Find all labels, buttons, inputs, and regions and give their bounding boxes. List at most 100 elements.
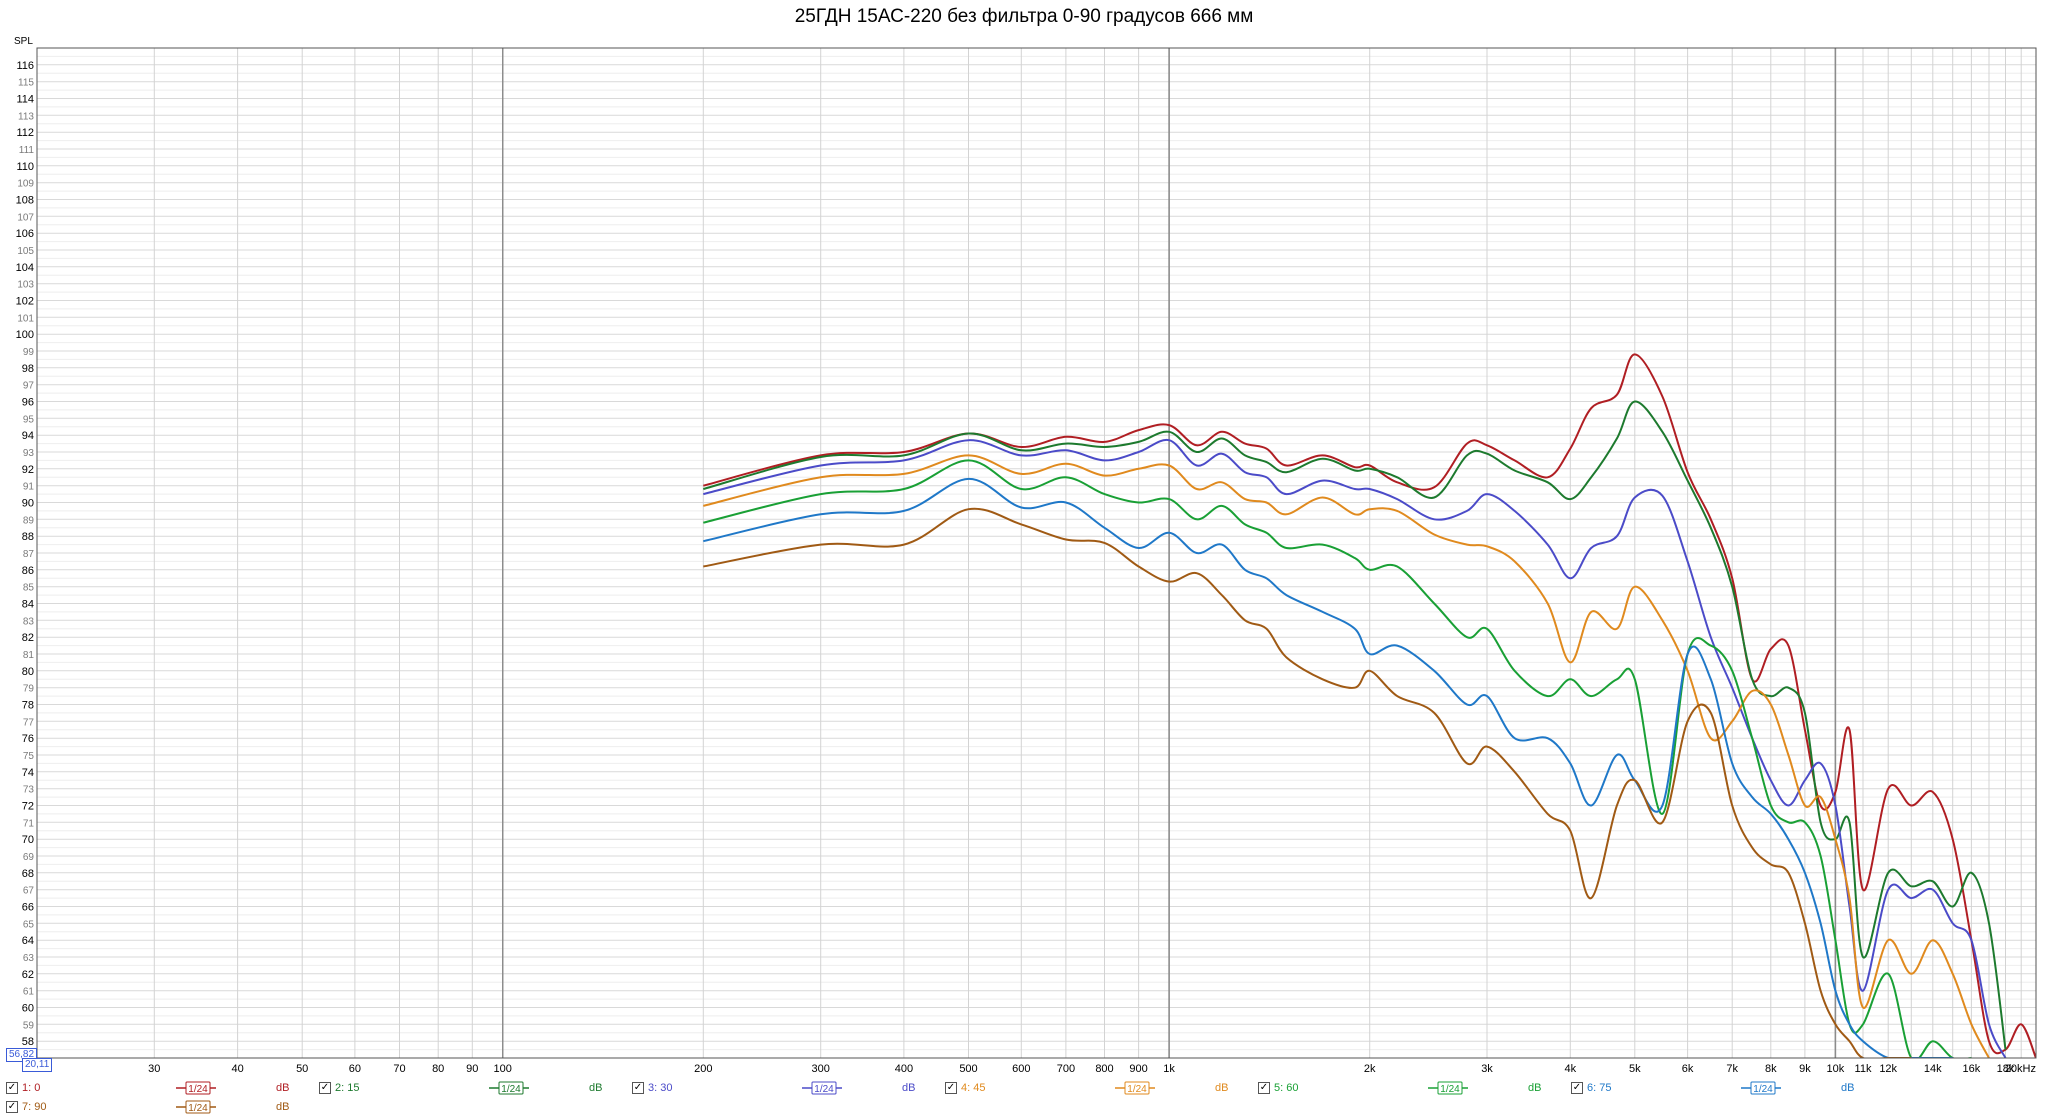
- y-tick-label: 80: [22, 666, 34, 678]
- x-tick-label: 300: [812, 1063, 830, 1075]
- y-tick-label: 83: [23, 616, 35, 627]
- y-tick-label: 63: [23, 953, 35, 964]
- x-tick-label: 1k: [1163, 1063, 1175, 1075]
- legend-label-6: 6: 75: [1587, 1082, 1612, 1094]
- y-tick-label: 90: [22, 498, 34, 510]
- legend-item-5[interactable]: ✓ 5: 60: [1258, 1080, 1298, 1096]
- legend-unit-6: dB: [1841, 1082, 1855, 1094]
- y-tick-label: 98: [22, 363, 34, 375]
- y-tick-label: 92: [22, 464, 34, 476]
- y-tick-label: 68: [22, 868, 34, 880]
- legend-checkbox-5[interactable]: ✓: [1258, 1082, 1270, 1094]
- svg-text:1/24: 1/24: [188, 1103, 208, 1114]
- y-tick-label: 102: [16, 296, 34, 308]
- y-axis-label: SPL: [14, 36, 33, 47]
- x-tick-label: 40: [231, 1063, 243, 1075]
- y-tick-label: 86: [22, 565, 34, 577]
- y-tick-label: 60: [22, 1003, 34, 1015]
- y-tick-label: 71: [23, 818, 35, 829]
- x-tick-label: 12k: [1879, 1063, 1897, 1075]
- legend-label-3: 3: 30: [648, 1082, 673, 1094]
- y-tick-label: 101: [17, 313, 34, 324]
- svg-text:1/24: 1/24: [1440, 1084, 1460, 1095]
- y-tick-label: 114: [16, 94, 34, 106]
- y-tick-label: 106: [16, 228, 34, 240]
- series-line-5: [703, 459, 1972, 1058]
- svg-text:1/24: 1/24: [501, 1084, 521, 1095]
- y-tick-label: 115: [18, 78, 34, 89]
- x-tick-label: 50: [296, 1063, 308, 1075]
- y-tick-label: 69: [23, 852, 35, 863]
- x-tick-label: 400: [895, 1063, 913, 1075]
- smoothing-button-6[interactable]: 1/24: [1741, 1081, 1781, 1095]
- x-tick-label: 200: [694, 1063, 712, 1075]
- y-tick-label: 105: [17, 246, 34, 257]
- y-tick-label: 100: [16, 329, 34, 341]
- y-tick-label: 75: [23, 751, 35, 762]
- series-line-6: [703, 477, 1953, 1058]
- svg-text:1/24: 1/24: [188, 1084, 208, 1095]
- x-tick-label: 5k: [1629, 1063, 1641, 1075]
- y-tick-label: 109: [17, 179, 34, 190]
- x-tick-label: 90: [466, 1063, 478, 1075]
- y-tick-label: 65: [23, 919, 35, 930]
- smoothing-button-1[interactable]: 1/24: [176, 1081, 216, 1095]
- smoothing-button-5[interactable]: 1/24: [1428, 1081, 1468, 1095]
- y-tick-label: 62: [22, 969, 34, 981]
- legend-item-4[interactable]: ✓ 4: 45: [945, 1080, 985, 1096]
- curves: [703, 353, 2036, 1058]
- smoothing-button-7[interactable]: 1/24: [176, 1100, 216, 1114]
- y-tick-label: 97: [23, 381, 35, 392]
- series-line-4: [703, 454, 1990, 1058]
- y-tick-label: 103: [17, 280, 34, 291]
- y-tick-label: 78: [22, 700, 34, 712]
- x-axis-ticks: 30 40 50 60 70 80 90 100 200 300 400 500 600 700 800 90…: [148, 1063, 2036, 1075]
- y-tick-label: 104: [16, 262, 34, 274]
- legend-item-6[interactable]: ✓ 6: 75: [1571, 1080, 1611, 1096]
- legend-item-3[interactable]: ✓ 3: 30: [632, 1080, 672, 1096]
- x-tick-label: 18k: [1997, 1063, 2015, 1075]
- y-tick-label: 111: [19, 145, 35, 156]
- legend-checkbox-3[interactable]: ✓: [632, 1082, 644, 1094]
- x-tick-label: 8k: [1765, 1063, 1777, 1075]
- x-tick-label: 900: [1129, 1063, 1147, 1075]
- x-tick-label: 80: [432, 1063, 444, 1075]
- legend-checkbox-7[interactable]: ✓: [6, 1101, 18, 1113]
- legend-checkbox-2[interactable]: ✓: [319, 1082, 331, 1094]
- legend-label-7: 7: 90: [22, 1101, 47, 1113]
- series-line-7: [703, 507, 1912, 1058]
- legend-label-1: 1: 0: [22, 1082, 41, 1094]
- x-tick-label: 6k: [1682, 1063, 1694, 1075]
- legend-checkbox-6[interactable]: ✓: [1571, 1082, 1583, 1094]
- series-line-3: [703, 438, 2007, 1058]
- y-tick-label: 61: [23, 987, 35, 998]
- smoothing-button-3[interactable]: 1/24: [802, 1081, 842, 1095]
- x-tick-label: 4k: [1564, 1063, 1576, 1075]
- smoothing-button-2[interactable]: 1/24: [489, 1081, 529, 1095]
- svg-text:1/24: 1/24: [814, 1084, 834, 1095]
- legend-unit-4: dB: [1215, 1082, 1229, 1094]
- chart-title: 25ГДН 15АС-220 без фильтра 0-90 градусов…: [794, 6, 1254, 27]
- y-tick-label: 74: [22, 767, 34, 779]
- x-tick-label: 11k: [1855, 1063, 1872, 1075]
- x-tick-label: 3k: [1481, 1063, 1493, 1075]
- grid: [36, 47, 2037, 1059]
- y-tick-label: 58: [22, 1036, 34, 1048]
- x-tick-label: 100: [494, 1063, 512, 1075]
- legend-checkbox-1[interactable]: ✓: [6, 1082, 18, 1094]
- legend-label-4: 4: 45: [961, 1082, 986, 1094]
- smoothing-button-4[interactable]: 1/24: [1115, 1081, 1155, 1095]
- y-tick-label: 59: [23, 1020, 35, 1031]
- legend-item-2[interactable]: ✓ 2: 15: [319, 1080, 359, 1096]
- y-tick-label: 76: [22, 733, 34, 745]
- y-tick-label: 87: [23, 549, 35, 560]
- legend-unit-5: dB: [1528, 1082, 1542, 1094]
- legend-checkbox-4[interactable]: ✓: [945, 1082, 957, 1094]
- y-tick-label: 82: [22, 632, 34, 644]
- frequency-response-chart[interactable]: 58 59 60 61 62 63 64 65 66 67 68 69 70 71 72 73 74 75 76 77…: [0, 0, 2048, 1078]
- legend-item-7[interactable]: ✓ 7: 90: [6, 1099, 46, 1115]
- x-tick-label: 600: [1012, 1063, 1030, 1075]
- y-tick-label: 73: [23, 785, 35, 796]
- legend-item-1[interactable]: ✓ 1: 0: [6, 1080, 40, 1096]
- y-tick-label: 108: [16, 195, 34, 207]
